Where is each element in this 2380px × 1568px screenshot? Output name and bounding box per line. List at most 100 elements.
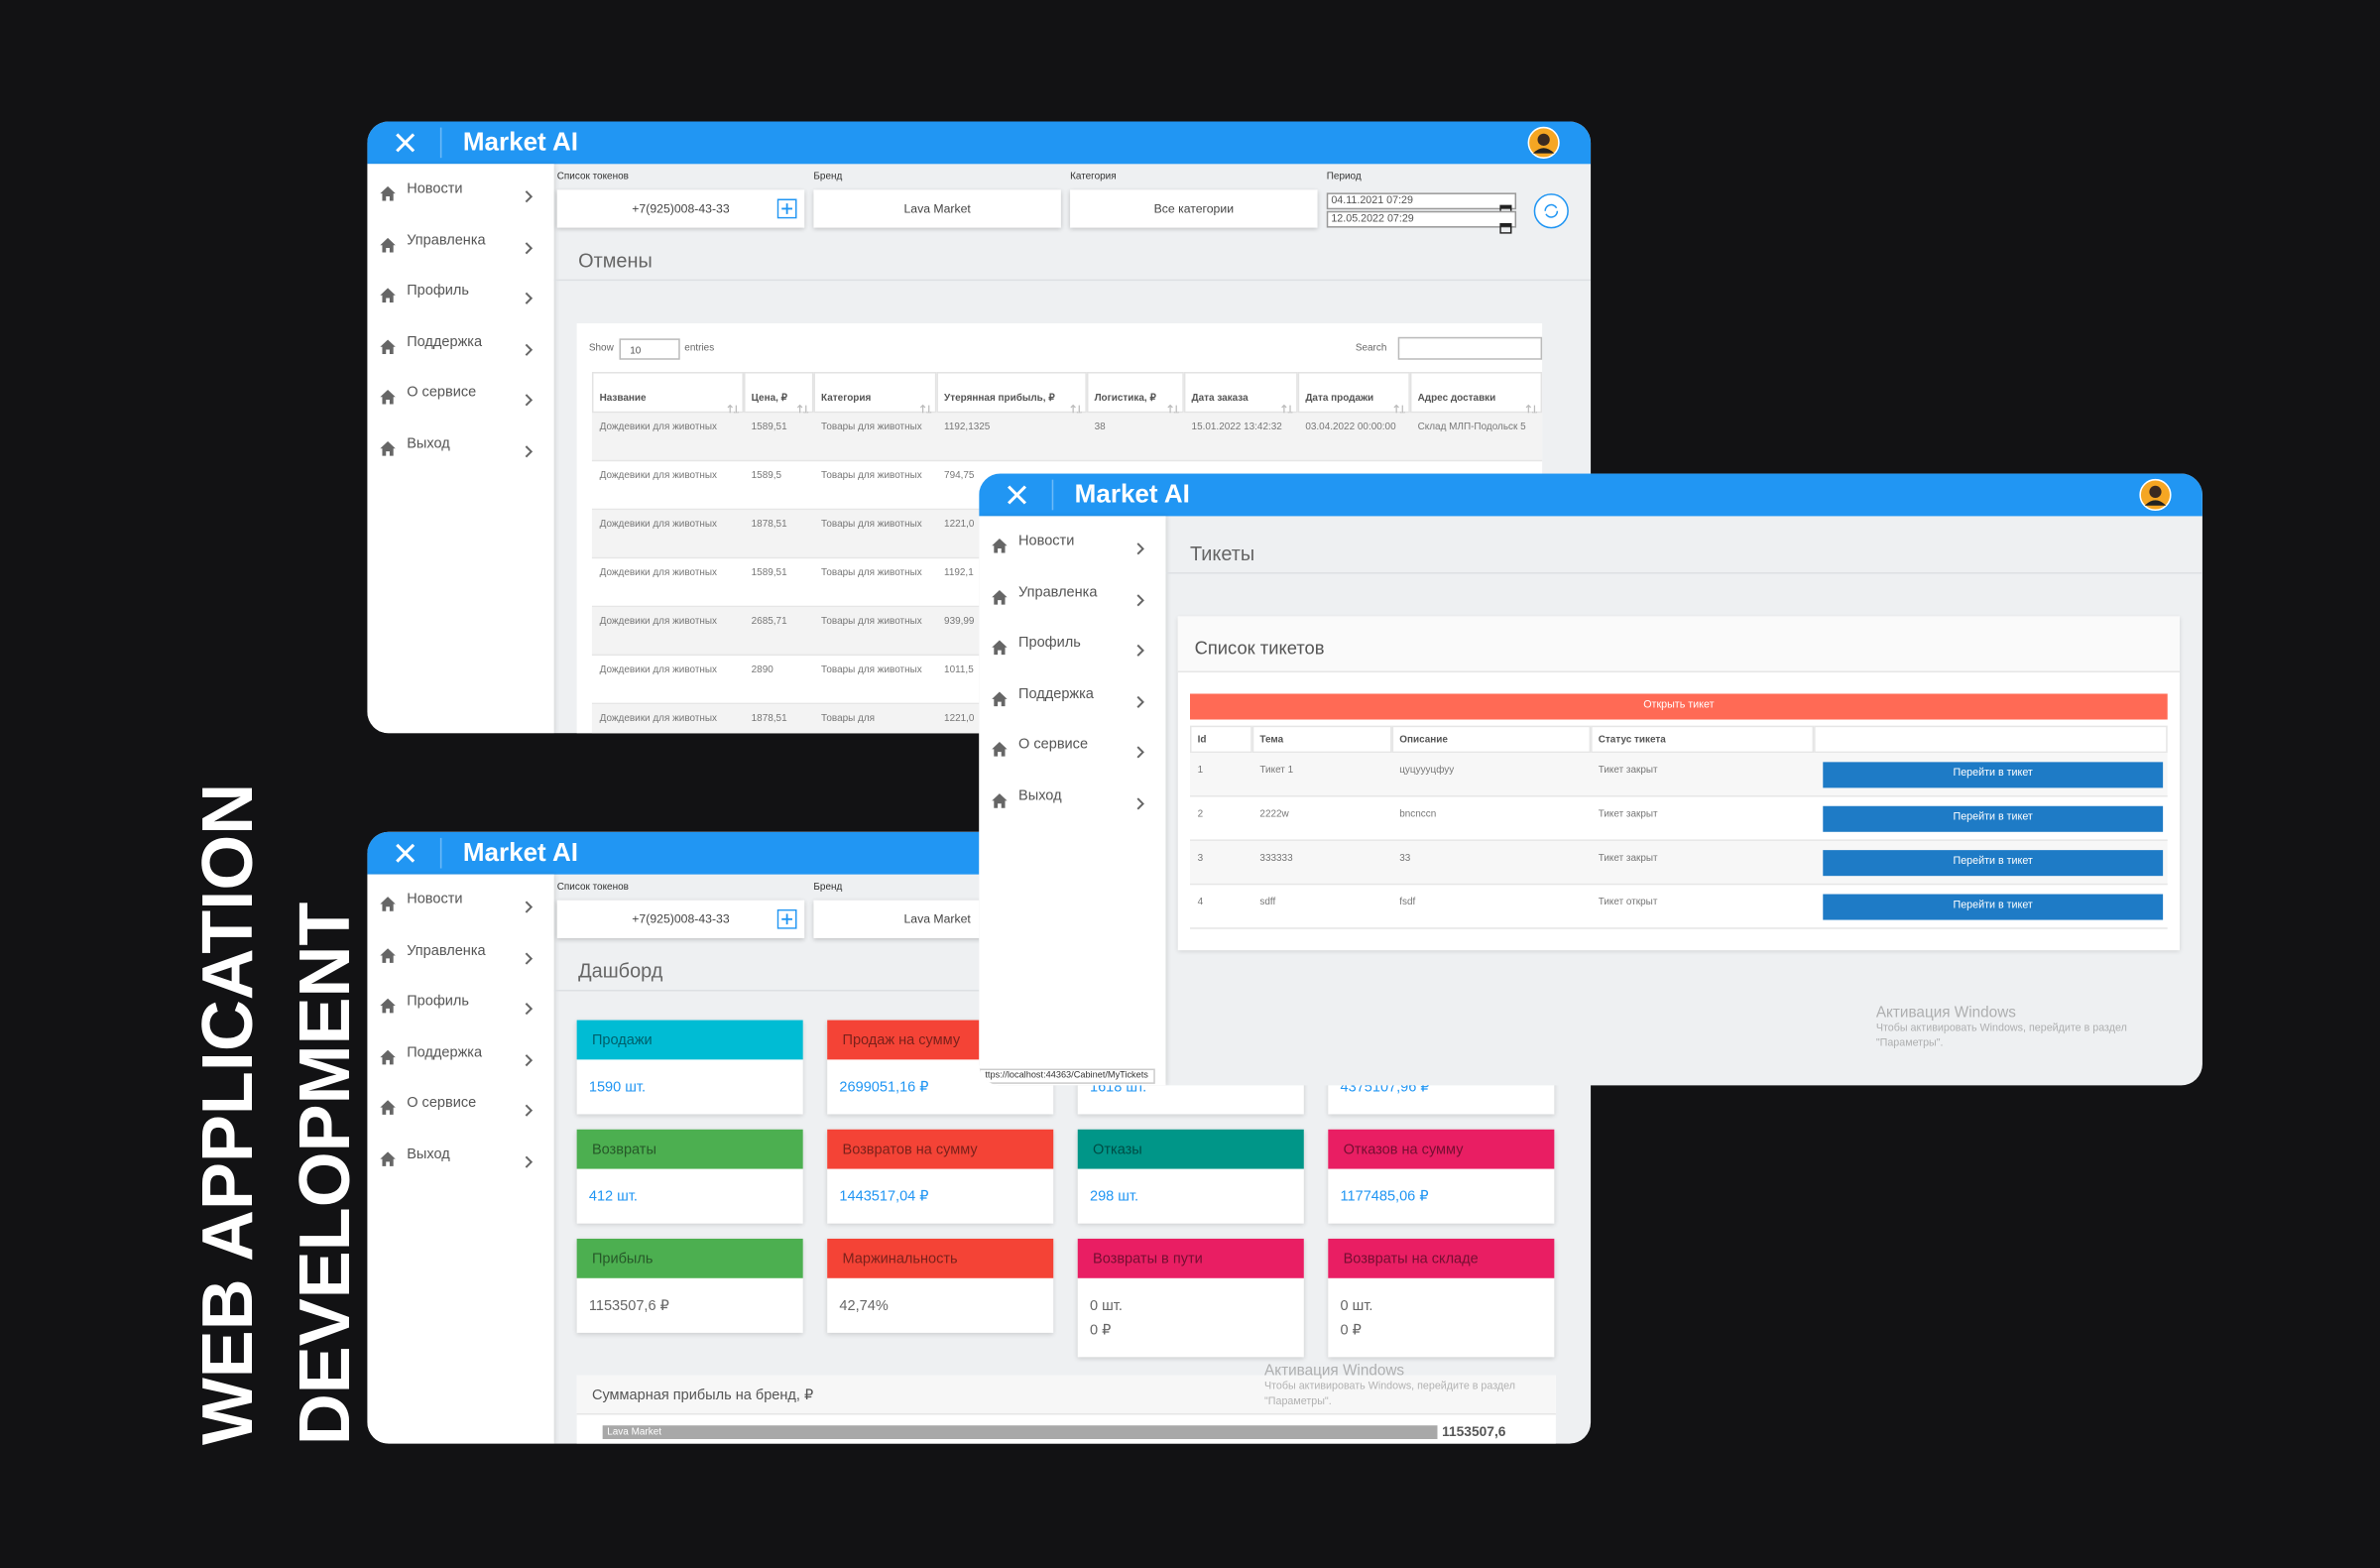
menu-chevron-part [1136,796,1144,809]
entries-label: entries [684,342,715,354]
menu-chevron-part [525,1104,534,1117]
menu-item[interactable]: Новости [979,529,1165,559]
sort-icon [727,396,740,416]
open-ticket-button[interactable]: Открыть тикет [1189,693,2168,720]
menu-icon-part [380,1150,396,1166]
menu-label: О сервисе [407,1094,477,1112]
column-header [1189,725,1252,754]
menu-chevron-part [525,292,534,304]
ticket-link-button[interactable]: Перейти в тикет [1823,894,2164,920]
refresh-button[interactable] [1533,192,1570,229]
menu-item[interactable]: Управленка [367,937,553,968]
table-row: 4 sdff fsdf Тикет открыт Перейти в тикет [1189,885,2168,929]
menu-icon-part [992,538,1008,553]
sort-icon-part [1070,404,1082,416]
column-header[interactable]: Название [591,371,744,416]
filter-value: Все категории [1153,201,1235,216]
menu-label: Выход [407,1145,450,1162]
column-header[interactable]: Дата продажи [1297,371,1410,416]
column-header[interactable]: Логистика, ₽ [1086,371,1184,416]
close-button[interactable] [395,132,416,153]
menu-item[interactable]: Управленка [367,227,553,258]
menu-item[interactable]: Профиль [979,630,1165,661]
menu-chevron-part [1136,593,1144,606]
menu-chevron-part [525,1053,534,1066]
menu-item[interactable]: Выход [367,430,553,461]
add-button-part [776,198,797,219]
divider [439,127,442,159]
menu-item[interactable]: О сервисе [367,1090,553,1121]
menu-chevron-part [525,190,534,203]
menu-item[interactable]: Выход [979,783,1165,813]
menu-icon [991,636,1008,656]
menu-item[interactable]: Новости [367,177,553,207]
menu-item[interactable]: Новости [367,887,553,917]
menu-item[interactable]: Поддержка [367,1039,553,1070]
table-cell: 1589,51 [751,567,787,579]
close-button-part [396,133,416,153]
stat-card-label: Отказы [1093,1142,1142,1158]
column-header[interactable]: Цена, ₽ [743,371,814,416]
column-header[interactable]: Категория [813,371,937,416]
menu-item[interactable]: Выход [367,1141,553,1171]
column-header [1591,725,1815,754]
menu-item[interactable]: Поддержка [367,328,553,359]
stat-card-value: 412 шт. [588,1188,638,1206]
menu-item[interactable]: Профиль [367,278,553,308]
menu-chevron-part [525,1104,534,1117]
table-cell: 333333 [1259,853,1293,864]
filter-select[interactable]: +7(925)008-43-33 [556,900,805,938]
menu-icon [991,585,1008,604]
table-cell: Товары для животных [821,519,922,531]
stat-card-header: Маржинальность [827,1238,1054,1278]
ticket-link-button[interactable]: Перейти в тикет [1823,762,2164,788]
menu-chevron-part [1136,543,1144,555]
menu-icon [380,233,397,252]
column-header[interactable]: Утерянная прибыль, ₽ [936,371,1087,416]
length-select[interactable]: 10 [619,338,680,360]
menu-chevron [524,1148,535,1167]
column-header[interactable]: Дата заказа [1183,371,1298,416]
search-input[interactable] [1397,336,1543,360]
brand: Market AI [462,837,579,867]
menu-label: Новости [407,891,463,908]
menu-chevron-part [525,901,534,913]
table-cell: 4 [1197,897,1204,908]
menu-icon [380,943,397,963]
filter-select[interactable]: +7(925)008-43-33 [556,189,805,228]
menu-item[interactable]: Профиль [367,988,553,1019]
stat-card-value: 298 шт. [1089,1188,1139,1206]
menu-icon-part [380,1100,396,1115]
ticket-link-button[interactable]: Перейти в тикет [1823,805,2164,832]
avatar-part [1527,126,1560,159]
filter-label: Бренд [813,171,843,182]
filter-select[interactable]: Lava Market [813,189,1061,228]
filter-value: Lava Market [903,201,971,216]
menu-chevron-part [1136,644,1144,657]
menu-label: Управленка [407,941,486,959]
menu-item[interactable]: Управленка [979,579,1165,610]
column-header-text: Дата продажи [1305,393,1374,405]
menu-item[interactable]: О сервисе [367,380,553,411]
close-button[interactable] [395,842,416,863]
date-input[interactable]: 12.05.2022 07:29 [1326,210,1517,234]
menu-icon [380,995,397,1014]
date-input[interactable]: 04.11.2021 07:29 [1326,192,1517,216]
menu-item[interactable]: Поддержка [979,680,1165,711]
stat-card-value: 0 ₽ [1340,1322,1362,1339]
avatar [2139,478,2173,512]
column-header[interactable]: Адрес доставки [1409,371,1543,416]
menu-item[interactable]: О сервисе [979,732,1165,763]
menu-icon [380,284,397,302]
menu-icon-part [992,538,1008,553]
close-button-part [396,133,416,153]
menu-label: Управленка [1018,583,1098,601]
ticket-link-button[interactable]: Перейти в тикет [1823,850,2164,877]
sort-icon [1070,396,1082,416]
refresh-button-part [1544,203,1559,218]
chart-panel: Суммарная прибыль на бренд, ₽ Lava Market… [576,1375,1556,1444]
add-button-part [781,203,792,214]
close-button[interactable] [1007,484,1027,505]
filter-select[interactable]: Все категории [1070,189,1318,228]
